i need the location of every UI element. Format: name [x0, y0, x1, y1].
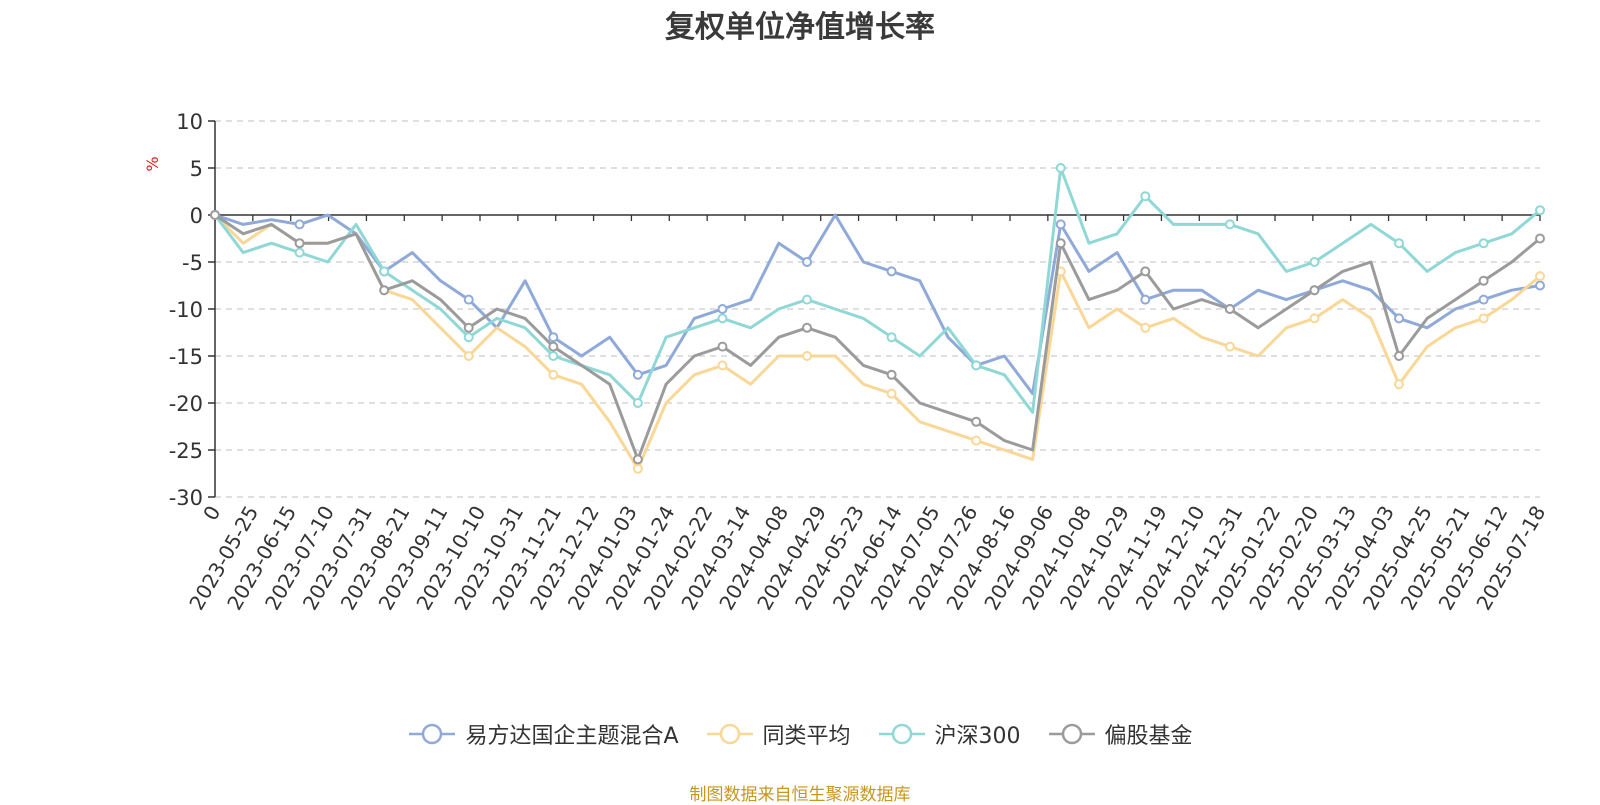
series-point	[379, 285, 390, 296]
series-point	[463, 322, 474, 333]
series-point	[971, 360, 982, 371]
y-tick-label: -5	[182, 251, 203, 275]
series-line	[213, 213, 1541, 471]
y-tick-label: -15	[169, 345, 203, 369]
series-point	[886, 266, 897, 277]
series-point	[1055, 238, 1066, 249]
series-point	[717, 341, 728, 352]
legend-label: 沪深300	[934, 724, 1021, 749]
series-point	[632, 398, 643, 408]
x-tick-label: 0	[198, 502, 225, 525]
series-line	[213, 166, 1541, 414]
series-point	[1394, 351, 1405, 361]
series-point	[802, 322, 813, 333]
series-point	[1224, 341, 1235, 352]
series-point	[1140, 266, 1151, 277]
series-point	[463, 294, 474, 305]
series-point	[210, 210, 220, 220]
series-point	[1309, 257, 1320, 267]
legend-label: 易方达国企主题混合A	[465, 724, 679, 749]
series-point	[294, 219, 305, 230]
series-point	[1140, 294, 1151, 305]
legend-label: 同类平均	[762, 724, 851, 749]
series-point	[379, 266, 390, 277]
series-point	[1535, 271, 1545, 282]
y-tick-label: -20	[169, 392, 203, 416]
series-point	[548, 351, 559, 361]
series-point	[1309, 285, 1320, 296]
series-point	[1535, 233, 1545, 244]
series-point	[548, 332, 559, 343]
series-point	[632, 369, 643, 380]
series-point	[1394, 238, 1405, 249]
series-point	[802, 351, 813, 361]
y-tick-label: 5	[190, 157, 203, 181]
series-point	[1394, 379, 1405, 390]
legend-swatch-icon	[878, 723, 925, 745]
series-point	[1535, 280, 1545, 291]
legend-item[interactable]: 同类平均	[705, 718, 851, 750]
series-point	[886, 388, 897, 399]
series-point	[717, 360, 728, 371]
series-point	[1478, 313, 1489, 324]
tick-labels: 1050-5-10-15-20-25-30%02023-05-252023-06…	[143, 110, 1550, 614]
series-point	[1055, 219, 1066, 230]
legend: 易方达国企主题混合A 同类平均 沪深300 偏股基金	[0, 718, 1600, 750]
series-point	[1309, 313, 1320, 324]
legend-label: 偏股基金	[1104, 724, 1193, 749]
series-point	[1535, 205, 1545, 216]
series-lines	[210, 163, 1545, 474]
series-point	[294, 238, 305, 249]
y-tick-label: -25	[169, 439, 203, 463]
y-tick-label: -30	[169, 486, 203, 510]
y-tick-label: -10	[169, 298, 203, 322]
series-point	[886, 332, 897, 343]
series-point	[632, 454, 643, 465]
series-point	[632, 463, 643, 474]
series-point	[1478, 238, 1489, 249]
series-point	[1478, 275, 1489, 286]
series-point	[717, 304, 728, 314]
series-point	[802, 294, 813, 305]
y-axis-label: %	[143, 156, 162, 171]
legend-item[interactable]: 沪深300	[877, 718, 1021, 750]
series-point	[717, 313, 728, 324]
legend-swatch-icon	[706, 723, 753, 745]
series-point	[1140, 322, 1151, 333]
series-point	[1140, 191, 1151, 202]
series-point	[1224, 304, 1235, 314]
legend-item[interactable]: 偏股基金	[1047, 718, 1193, 750]
series-point	[971, 435, 982, 446]
chart-title: 复权单位净值增长率	[665, 10, 935, 45]
y-tick-label: 10	[176, 110, 203, 134]
legend-swatch-icon	[1048, 723, 1095, 745]
series-point	[886, 369, 897, 380]
series-point	[1394, 313, 1405, 324]
source-note: 制图数据来自恒生聚源数据库	[689, 785, 911, 805]
series-point	[463, 332, 474, 343]
series-point	[548, 369, 559, 380]
series-point	[294, 247, 305, 258]
series-point	[802, 257, 813, 267]
series-point	[548, 341, 559, 352]
series-point	[463, 351, 474, 361]
legend-swatch-icon	[409, 723, 456, 745]
series-line	[214, 213, 1541, 396]
series-point	[1478, 294, 1489, 305]
series-point	[1224, 219, 1235, 230]
series-point	[1055, 163, 1066, 173]
y-tick-label: 0	[190, 204, 203, 228]
legend-item[interactable]: 易方达国企主题混合A	[407, 718, 679, 750]
grid-lines	[215, 120, 1540, 498]
series-line	[214, 213, 1541, 461]
series-point	[971, 416, 982, 427]
